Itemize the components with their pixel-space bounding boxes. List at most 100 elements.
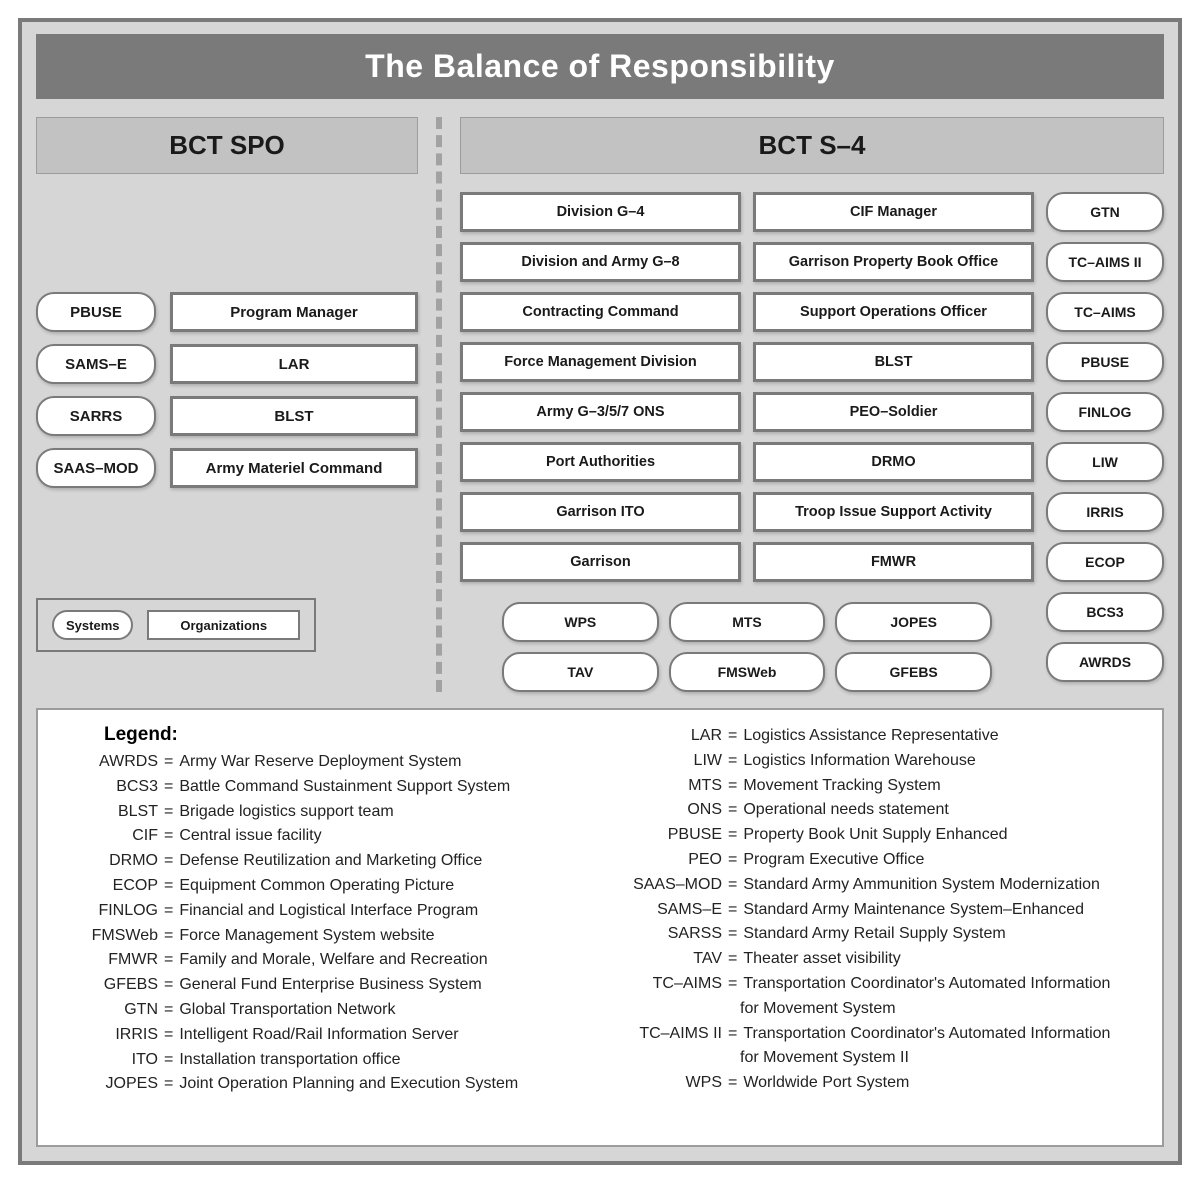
legend-definition: Central issue facility (179, 824, 580, 849)
org-box: Division G–4 (460, 192, 741, 232)
system-pill: FINLOG (1046, 392, 1164, 432)
legend-entry: GTN=Global Transportation Network (56, 998, 580, 1023)
system-pill: PBUSE (1046, 342, 1164, 382)
legend-entry: CIF=Central issue facility (56, 824, 580, 849)
right-header: BCT S–4 (460, 117, 1164, 174)
legend-abbr: PEO (620, 848, 728, 873)
legend-entry: TAV=Theater asset visibility (620, 947, 1144, 972)
legend-separator: = (728, 898, 743, 923)
org-box: Garrison (460, 542, 741, 582)
legend-separator: = (164, 973, 179, 998)
system-pill: SARRS (36, 396, 156, 436)
system-pill: TC–AIMS (1046, 292, 1164, 332)
legend-abbr: DRMO (56, 849, 164, 874)
legend-abbr: LAR (620, 724, 728, 749)
right-column: BCT S–4 Division G–4CIF ManagerDivision … (442, 117, 1164, 692)
legend-definition: Global Transportation Network (179, 998, 580, 1023)
legend-separator: = (164, 824, 179, 849)
system-pill: PBUSE (36, 292, 156, 332)
org-box: Garrison Property Book Office (753, 242, 1034, 282)
diagram-frame: The Balance of Responsibility BCT SPO PB… (18, 18, 1182, 1165)
system-pill: LIW (1046, 442, 1164, 482)
org-row: Army G–3/5/7 ONS PEO–Soldier (460, 392, 1034, 432)
legend-entry: SAMS–E=Standard Army Maintenance System–… (620, 898, 1144, 923)
legend-entry: TC–AIMS=Transportation Coordinator's Aut… (620, 972, 1144, 997)
legend-entry: ITO=Installation transportation office (56, 1048, 580, 1073)
legend-entry: FMSWeb=Force Management System website (56, 924, 580, 949)
system-pill: AWRDS (1046, 642, 1164, 682)
system-pill: IRRIS (1046, 492, 1164, 532)
key-organizations-box: Organizations (147, 610, 300, 640)
legend-entry: PEO=Program Executive Office (620, 848, 1144, 873)
legend-entry: PBUSE=Property Book Unit Supply Enhanced (620, 823, 1144, 848)
system-pill: SAAS–MOD (36, 448, 156, 488)
org-row: Garrison FMWR (460, 542, 1034, 582)
system-pill: ECOP (1046, 542, 1164, 582)
legend-separator: = (164, 775, 179, 800)
legend-definition: Logistics Assistance Representative (743, 724, 1144, 749)
legend-abbr: FINLOG (56, 899, 164, 924)
legend-abbr: MTS (620, 774, 728, 799)
legend-definition: Family and Morale, Welfare and Recreatio… (179, 948, 580, 973)
legend-title: Legend: (56, 724, 580, 746)
org-box: Port Authorities (460, 442, 741, 482)
legend-definition: Theater asset visibility (743, 947, 1144, 972)
legend-entry: GFEBS=General Fund Enterprise Business S… (56, 973, 580, 998)
legend-entry: BLST=Brigade logistics support team (56, 800, 580, 825)
legend-definition: Program Executive Office (743, 848, 1144, 873)
left-row: PBUSE Program Manager (36, 292, 418, 332)
legend-separator: = (164, 899, 179, 924)
legend-abbr: JOPES (56, 1072, 164, 1097)
legend-abbr: GFEBS (56, 973, 164, 998)
page-container: The Balance of Responsibility BCT SPO PB… (0, 0, 1200, 1183)
legend-separator: = (164, 800, 179, 825)
org-box: Division and Army G–8 (460, 242, 741, 282)
legend-separator: = (164, 924, 179, 949)
legend-separator: = (728, 1022, 743, 1047)
legend-continuation: for Movement System (620, 997, 1144, 1022)
legend-definition: Transportation Coordinator's Automated I… (743, 1022, 1144, 1047)
legend-entry: LIW=Logistics Information Warehouse (620, 749, 1144, 774)
legend-entry: IRRIS=Intelligent Road/Rail Information … (56, 1023, 580, 1048)
legend-definition: Brigade logistics support team (179, 800, 580, 825)
legend-abbr: BLST (56, 800, 164, 825)
org-row: Garrison ITOTroop Issue Support Activity (460, 492, 1034, 532)
legend-separator: = (728, 873, 743, 898)
legend-entry: WPS=Worldwide Port System (620, 1071, 1144, 1096)
legend-abbr: GTN (56, 998, 164, 1023)
legend-entry: AWRDS=Army War Reserve Deployment System (56, 750, 580, 775)
legend-definition: General Fund Enterprise Business System (179, 973, 580, 998)
org-box: Program Manager (170, 292, 418, 332)
org-box: PEO–Soldier (753, 392, 1034, 432)
legend-separator: = (728, 774, 743, 799)
side-systems-column: GTNTC–AIMS IITC–AIMSPBUSEFINLOGLIWIRRISE… (1046, 192, 1164, 692)
legend-separator: = (728, 749, 743, 774)
legend-abbr: LIW (620, 749, 728, 774)
key-box: Systems Organizations (36, 598, 316, 652)
legend-separator: = (164, 1072, 179, 1097)
legend-abbr: PBUSE (620, 823, 728, 848)
legend-entry: ECOP=Equipment Common Operating Picture (56, 874, 580, 899)
legend-separator: = (164, 1023, 179, 1048)
org-box: FMWR (753, 542, 1034, 582)
legend-entry: DRMO=Defense Reutilization and Marketing… (56, 849, 580, 874)
org-box: BLST (753, 342, 1034, 382)
legend-separator: = (728, 972, 743, 997)
legend-separator: = (728, 848, 743, 873)
legend-entry: LAR=Logistics Assistance Representative (620, 724, 1144, 749)
org-box: Army Materiel Command (170, 448, 418, 488)
legend-definition: Worldwide Port System (743, 1071, 1144, 1096)
org-box: Army G–3/5/7 ONS (460, 392, 741, 432)
legend-definition: Operational needs statement (743, 798, 1144, 823)
org-box: LAR (170, 344, 418, 384)
legend-entry: MTS=Movement Tracking System (620, 774, 1144, 799)
org-row: Force Management DivisionBLST (460, 342, 1034, 382)
legend-column-1: Legend: AWRDS=Army War Reserve Deploymen… (56, 724, 580, 1131)
legend-definition: Standard Army Retail Supply System (743, 922, 1144, 947)
org-row: Port AuthoritiesDRMO (460, 442, 1034, 482)
legend-abbr: CIF (56, 824, 164, 849)
legend-definition: Movement Tracking System (743, 774, 1144, 799)
org-row: Division and Army G–8 Garrison Property B… (460, 242, 1034, 282)
system-pill: GTN (1046, 192, 1164, 232)
org-box: Contracting Command (460, 292, 741, 332)
